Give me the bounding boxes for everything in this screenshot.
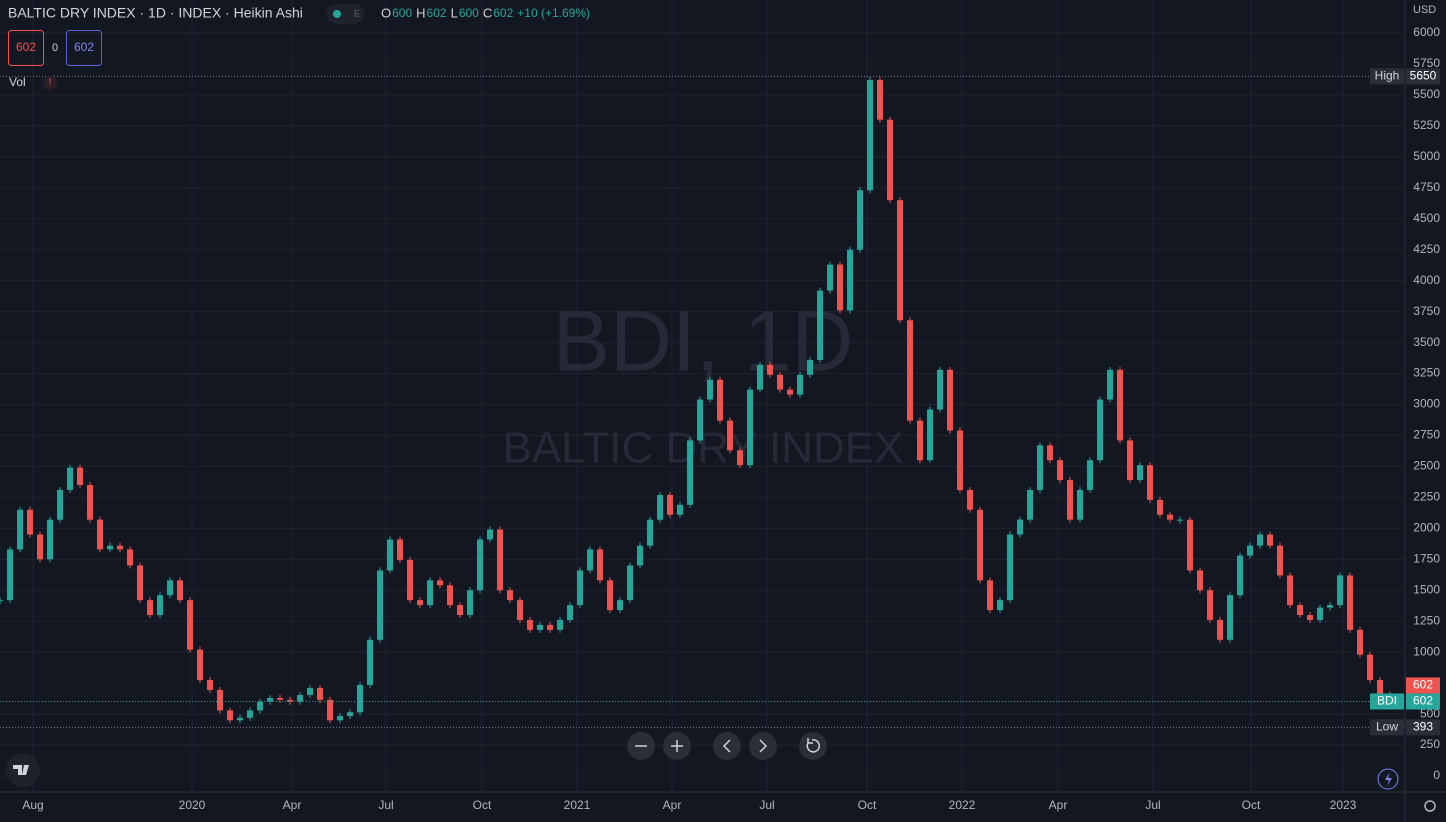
low-value: 393 (1413, 720, 1433, 734)
ohlc-value: 600 (459, 6, 479, 20)
prev-close-tag: 602 (1413, 678, 1433, 692)
x-tick-label: 2020 (179, 798, 206, 812)
lightning[interactable] (1377, 768, 1399, 790)
x-tick-label: Apr (663, 798, 682, 812)
lightning-icon (1385, 772, 1392, 786)
y-tick-label: 3500 (1413, 335, 1440, 349)
x-tick-label: Jul (1145, 798, 1160, 812)
y-tick-label: 0 (1433, 768, 1440, 782)
ohlc-key: O (381, 5, 391, 20)
buy-price: 602 (74, 40, 94, 54)
candle (0, 600, 3, 602)
volume-warning-icon: ! (49, 78, 52, 89)
y-tick-label: 6000 (1413, 25, 1440, 39)
ohlc-value: 602 (427, 6, 447, 20)
y-tick-label: 4750 (1413, 180, 1440, 194)
low-label: Low (1376, 720, 1398, 734)
scroll-left[interactable] (713, 732, 741, 760)
high-label: High (1375, 69, 1400, 83)
last-value: 602 (1413, 694, 1433, 708)
x-tick-label: Apr (283, 798, 302, 812)
last-label-bg (1370, 693, 1404, 710)
plot (0, 75, 1405, 728)
last-label: BDI (1377, 694, 1397, 708)
sell-button[interactable] (8, 30, 44, 66)
currency[interactable]: USD (1413, 4, 1436, 16)
spread: 0 (52, 42, 58, 54)
y-tick-label: 1250 (1413, 613, 1440, 627)
nav-buttons (627, 732, 827, 760)
x-tick-label: 2021 (564, 798, 591, 812)
y-tick-label: 3250 (1413, 366, 1440, 380)
ohlc-key: L (451, 5, 458, 20)
reset-icon (806, 738, 820, 753)
x-tick-label: Aug (22, 798, 43, 812)
x-tick-label: 2023 (1330, 798, 1357, 812)
ohlc-key: C (483, 5, 492, 20)
status-e: E (354, 8, 360, 18)
y-tick-label: 5250 (1413, 118, 1440, 132)
x-tick-label: Oct (858, 798, 877, 812)
y-tick-label: 5750 (1413, 56, 1440, 70)
volume-label: Vol (9, 75, 26, 89)
zoom-in-icon (671, 740, 683, 752)
x-tick-label: Oct (1242, 798, 1261, 812)
low-label-bg (1370, 719, 1404, 736)
ohlc-value: 602 (493, 6, 513, 20)
high-value: 5650 (1410, 69, 1437, 83)
last-value-bg (1406, 693, 1440, 710)
y-tick-label: 5000 (1413, 149, 1440, 163)
y-tick-label: 4500 (1413, 211, 1440, 225)
y-tick-label: 1750 (1413, 551, 1440, 565)
ohlc-value: 600 (392, 6, 412, 20)
settings[interactable] (1424, 800, 1436, 812)
prev-close-bg (1406, 677, 1440, 694)
y-tick-label: 500 (1420, 706, 1440, 720)
scroll-right[interactable] (749, 732, 777, 760)
watermark-symbol: BDI, 1D (552, 294, 853, 390)
y-tick-label: 2750 (1413, 428, 1440, 442)
y-tick-label: 4000 (1413, 273, 1440, 287)
y-tick-label: 5500 (1413, 87, 1440, 101)
symbol-title: BALTIC DRY INDEX · 1D · INDEX · Heikin A… (8, 5, 303, 21)
status-dot (333, 10, 341, 18)
volume-warning[interactable] (43, 76, 57, 90)
scroll-right-icon (759, 739, 768, 753)
low-value-bg (1406, 719, 1440, 736)
ohlc: O 600 H 602 L 600 C 602 +10 (+1.69%) (381, 5, 590, 20)
y-tick-label: 1500 (1413, 582, 1440, 596)
x-tick-label: 2022 (949, 798, 976, 812)
y-tick-label: 3000 (1413, 397, 1440, 411)
y-tick-label: 2500 (1413, 459, 1440, 473)
y-tick-label: 250 (1420, 737, 1440, 751)
ohlc-key: H (416, 5, 425, 20)
buy-button[interactable] (66, 30, 102, 66)
high-label-bg (1370, 68, 1404, 85)
logo-mark (13, 765, 29, 775)
x-tick-label: Jul (378, 798, 393, 812)
y-tick-label: 3750 (1413, 304, 1440, 318)
high-value-bg (1406, 68, 1440, 85)
x-tick-label: Jul (759, 798, 774, 812)
sell-price: 602 (16, 40, 36, 54)
x-tick-label: Oct (473, 798, 492, 812)
y-tick-label: 1000 (1413, 644, 1440, 658)
y-tick-label: 4250 (1413, 242, 1440, 256)
reset[interactable] (799, 732, 827, 760)
x-tick-label: Apr (1049, 798, 1068, 812)
y-tick-label: 2000 (1413, 521, 1440, 535)
status-pill[interactable] (326, 4, 364, 24)
scroll-left-icon (722, 739, 731, 753)
y-tick-label: 2250 (1413, 490, 1440, 504)
change: +10 (+1.69%) (517, 6, 590, 20)
